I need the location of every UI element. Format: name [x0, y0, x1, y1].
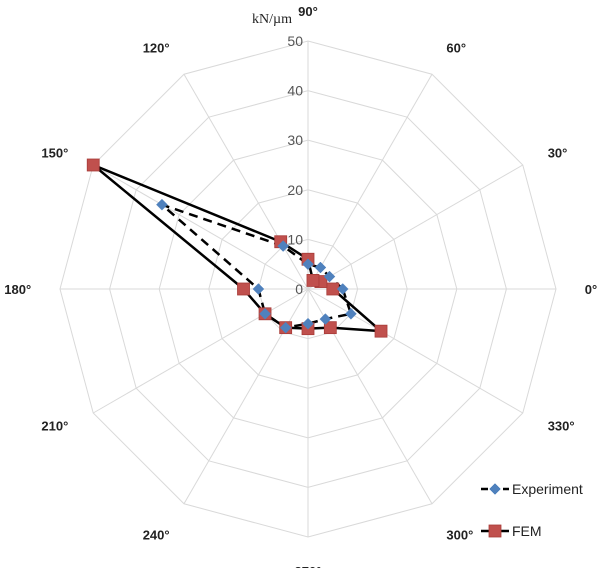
grid-spoke: [307, 164, 524, 290]
angle-label: 120°: [143, 41, 170, 56]
tick-label: 0: [295, 281, 303, 297]
angle-labels: 0° 30° 60° 90° 120° 150° 180° 210° 240° 270° 300° 3…: [4, 4, 597, 568]
data-point: [279, 321, 292, 334]
grid-spoke: [92, 164, 309, 290]
angle-label: 240°: [143, 527, 170, 542]
angle-label: 210°: [41, 418, 68, 433]
data-point: [156, 198, 168, 211]
data-point: [323, 270, 336, 283]
tick-label: 40: [287, 83, 303, 99]
radial-tick-labels: 0 10 20 30 40 50: [287, 33, 303, 297]
angle-label: 60°: [446, 41, 466, 56]
grid-spoke: [92, 288, 309, 414]
legend-marker: [488, 524, 502, 538]
grid-spoke: [183, 288, 309, 505]
tick-label: 30: [287, 132, 303, 148]
data-point: [319, 313, 332, 325]
angle-label: 150°: [41, 146, 68, 161]
angle-label: 270°: [295, 564, 322, 568]
legend-marker: [489, 483, 501, 495]
angle-label: 0°: [585, 282, 597, 297]
data-point: [252, 283, 265, 295]
series: [86, 158, 388, 338]
data-point: [314, 261, 327, 274]
data-point: [336, 283, 349, 295]
data-point: [323, 321, 337, 335]
legend: Experiment FEM: [481, 481, 583, 539]
data-point: [259, 307, 271, 320]
angle-label: 330°: [548, 418, 575, 433]
tick-label: 50: [287, 33, 303, 49]
grid-spoke: [307, 288, 524, 414]
data-point: [237, 282, 250, 296]
data-point: [374, 324, 388, 338]
data-point: [86, 158, 100, 172]
legend-label: Experiment: [512, 481, 583, 497]
data-point: [306, 274, 320, 287]
tick-label: 10: [287, 231, 303, 247]
grid-spoke: [307, 73, 433, 290]
legend-label: FEM: [512, 523, 542, 539]
angle-label: 90°: [298, 4, 318, 19]
data-point: [302, 317, 314, 330]
data-point: [277, 240, 290, 252]
data-point: [345, 307, 357, 320]
tick-label: 20: [287, 182, 303, 198]
unit-label: kN/µm: [252, 12, 292, 27]
angle-label: 180°: [4, 282, 31, 297]
angle-label: 30°: [548, 146, 568, 161]
data-point: [302, 258, 314, 271]
grid: [59, 40, 557, 538]
angle-label: 300°: [446, 527, 473, 542]
grid-spoke: [183, 73, 309, 290]
